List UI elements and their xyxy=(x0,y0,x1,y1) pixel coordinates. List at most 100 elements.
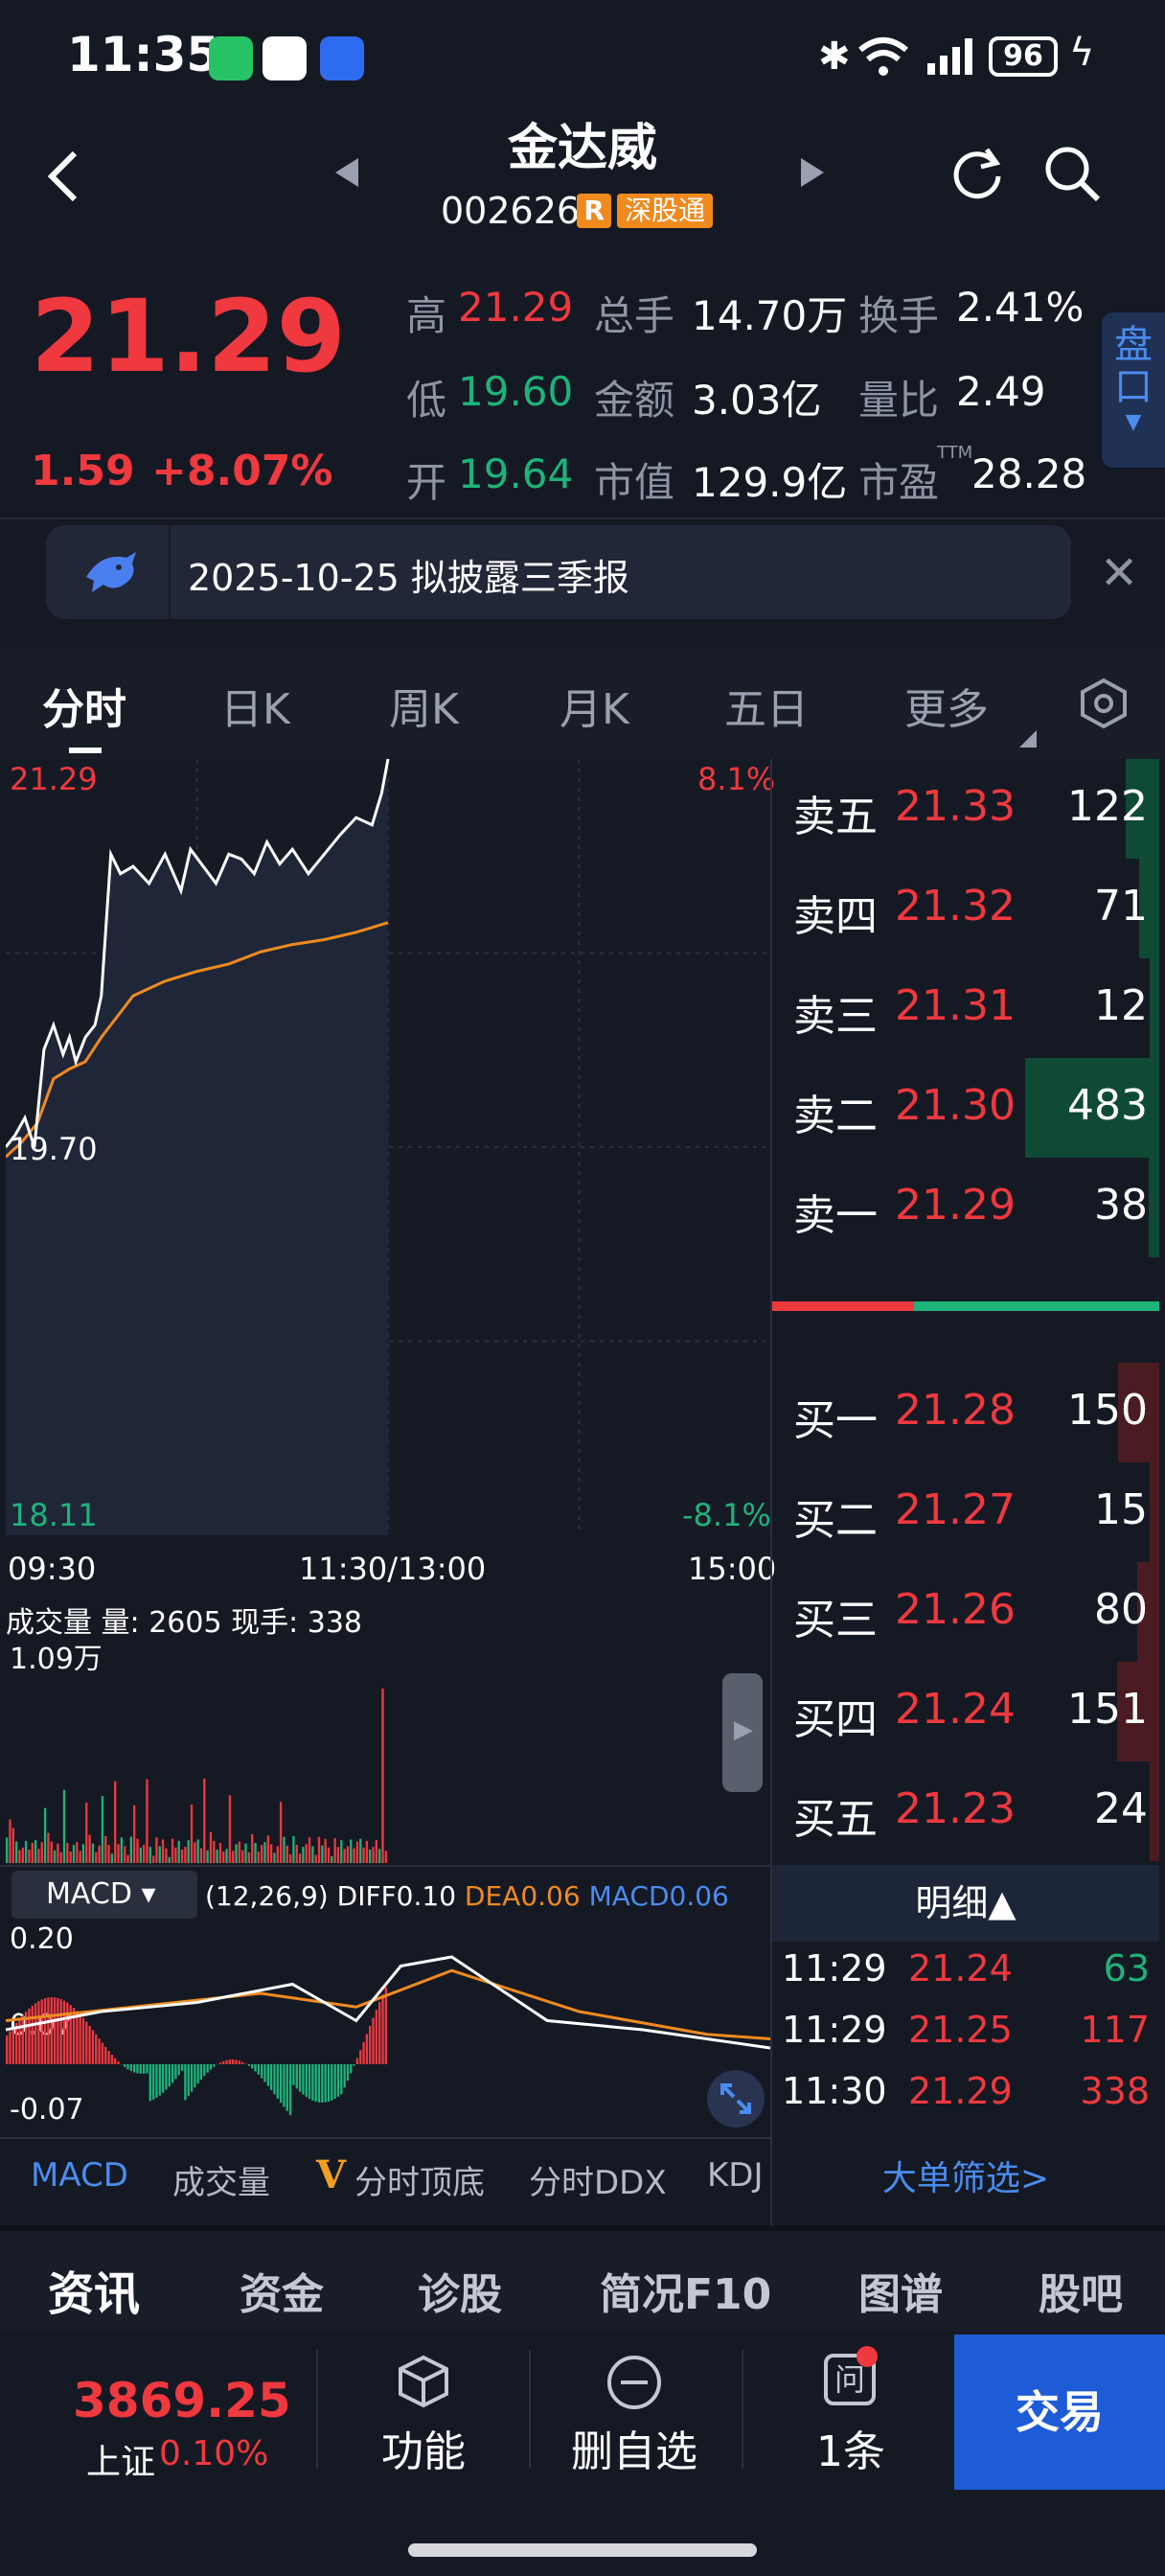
volume-bar xyxy=(346,1846,350,1863)
macd-bar xyxy=(50,1997,53,2064)
macd-bar xyxy=(203,2064,206,2077)
tab-news[interactable]: 资讯 xyxy=(48,2267,141,2321)
indicator-tab-kdj[interactable]: KDJ xyxy=(707,2156,764,2195)
fullscreen-button[interactable] xyxy=(707,2070,765,2128)
chevron-down-icon: ▾ xyxy=(141,1877,156,1911)
macd-dea: DEA0.06 xyxy=(464,1880,581,1912)
order-level-label: 卖三 xyxy=(793,992,878,1041)
tab-f10[interactable]: 简况F10 xyxy=(600,2270,772,2319)
macd-bar xyxy=(369,2025,372,2064)
ask-row[interactable]: 卖一 21.29 38 xyxy=(772,1158,1159,1257)
tab-weekly-k[interactable]: 周K xyxy=(389,685,459,734)
big-order-filter-link[interactable]: 大单筛选> xyxy=(881,2159,1050,2198)
macd-bar xyxy=(155,2064,158,2098)
macd-bar xyxy=(18,2018,21,2064)
remove-watchlist-button[interactable]: 删自选 xyxy=(571,2427,697,2476)
macd-bar xyxy=(9,2031,11,2064)
macd-selector[interactable]: MACD ▾ xyxy=(11,1871,197,1919)
macd-bar xyxy=(124,2064,126,2067)
cube-icon[interactable] xyxy=(397,2354,450,2409)
order-volume: 483 xyxy=(1067,1081,1148,1130)
tab-funds[interactable]: 资金 xyxy=(240,2270,324,2319)
macd-bar xyxy=(139,2064,142,2074)
macd-bar xyxy=(187,2064,190,2096)
order-price: 21.27 xyxy=(895,1485,1016,1534)
settings-hex-icon[interactable] xyxy=(1077,677,1131,730)
macd-bar xyxy=(76,2011,79,2064)
tab-more[interactable]: 更多 xyxy=(904,685,989,734)
volume-bar xyxy=(203,1778,206,1863)
volume-bar xyxy=(184,1847,187,1863)
bid-row[interactable]: 买五 21.23 24 xyxy=(772,1761,1159,1861)
function-button[interactable]: 功能 xyxy=(381,2427,466,2476)
price-axis-bottom: 18.11 xyxy=(10,1497,98,1533)
ask-row[interactable]: 卖五 21.33 122 xyxy=(772,759,1159,859)
search-icon[interactable] xyxy=(1042,144,1104,205)
next-stock-icon[interactable] xyxy=(801,158,824,187)
order-price: 21.31 xyxy=(895,981,1016,1030)
macd-bar xyxy=(276,2064,279,2099)
message-icon[interactable]: 问 xyxy=(824,2354,876,2405)
bid-row[interactable]: 买三 21.26 80 xyxy=(772,1562,1159,1662)
volume-chart xyxy=(6,1689,387,1863)
macd-bar xyxy=(283,2064,286,2107)
tab-intraday[interactable]: 分时 xyxy=(42,685,126,734)
dolphin-icon xyxy=(86,552,136,592)
ask-row[interactable]: 卖二 21.30 483 xyxy=(772,1058,1159,1158)
macd-bar xyxy=(308,2064,311,2100)
remove-watch-icon[interactable] xyxy=(605,2354,663,2411)
trade-button[interactable]: 交易 xyxy=(954,2334,1165,2490)
refresh-icon[interactable] xyxy=(948,144,1006,201)
divider xyxy=(0,1865,772,1867)
indicator-tab-top-bottom[interactable]: 分时顶底 xyxy=(354,2164,485,2202)
bid-row[interactable]: 买四 21.24 151 xyxy=(772,1662,1159,1761)
macd-bar xyxy=(218,2062,222,2064)
notice-banner[interactable]: 2025-10-25 拟披露三季报 xyxy=(46,525,1071,619)
divider xyxy=(316,2350,318,2469)
macd-bar xyxy=(104,2046,107,2064)
order-price: 21.26 xyxy=(895,1585,1016,1634)
depth-bar xyxy=(1137,1562,1159,1662)
tab-diagnose[interactable]: 诊股 xyxy=(418,2270,502,2319)
macd-bar xyxy=(254,2064,257,2072)
macd-selector-label: MACD xyxy=(46,1877,132,1911)
macd-bar xyxy=(146,2064,148,2074)
notification-dot xyxy=(857,2346,878,2367)
indicator-tab-ddx[interactable]: 分时DDX xyxy=(529,2164,667,2202)
tab-monthly-k[interactable]: 月K xyxy=(560,685,629,734)
macd-bar xyxy=(292,2064,295,2085)
indicator-tab-macd[interactable]: MACD xyxy=(31,2156,128,2195)
home-indicator[interactable] xyxy=(408,2543,757,2557)
volume-bar xyxy=(114,1781,117,1863)
ask-row[interactable]: 卖四 21.32 71 xyxy=(772,859,1159,958)
panel-expand-handle[interactable]: ▶ xyxy=(722,1673,763,1792)
message-count[interactable]: 1条 xyxy=(816,2427,885,2476)
close-icon[interactable]: ✕ xyxy=(1100,546,1139,600)
bid-row[interactable]: 买一 21.28 150 xyxy=(772,1363,1159,1462)
order-book-toggle[interactable]: 盘 口 ▼ xyxy=(1102,312,1165,468)
volume-bar xyxy=(158,1846,161,1863)
volume-bar xyxy=(129,1836,132,1863)
indicator-tab-volume[interactable]: 成交量 xyxy=(172,2164,270,2202)
macd-bar xyxy=(286,2064,288,2111)
macd-values: (12,26,9) DIFF0.10 DEA0.06 MACD0.06 xyxy=(205,1880,729,1912)
tab-five-day[interactable]: 五日 xyxy=(724,685,809,734)
bid-row[interactable]: 买二 21.27 15 xyxy=(772,1462,1159,1562)
order-level-label: 买四 xyxy=(793,1695,878,1744)
volume-bar xyxy=(353,1848,355,1863)
tab-graph[interactable]: 图谱 xyxy=(858,2270,943,2319)
back-icon[interactable] xyxy=(46,150,80,203)
tab-daily-k[interactable]: 日K xyxy=(220,685,290,734)
macd-chart xyxy=(6,1955,770,2115)
index-value[interactable]: 3869.25 xyxy=(73,2373,291,2428)
macd-bar xyxy=(222,2060,225,2064)
volume-bar xyxy=(34,1840,37,1863)
trade-detail-header[interactable]: 明细▲ xyxy=(772,1865,1159,1942)
tab-forum[interactable]: 股吧 xyxy=(1039,2270,1123,2319)
volume-bar xyxy=(174,1847,177,1863)
volume-bar xyxy=(222,1852,225,1863)
macd-bar xyxy=(196,2064,199,2084)
ask-row[interactable]: 卖三 21.31 12 xyxy=(772,958,1159,1058)
macd-bar xyxy=(161,2064,165,2093)
prev-stock-icon[interactable] xyxy=(335,158,358,187)
